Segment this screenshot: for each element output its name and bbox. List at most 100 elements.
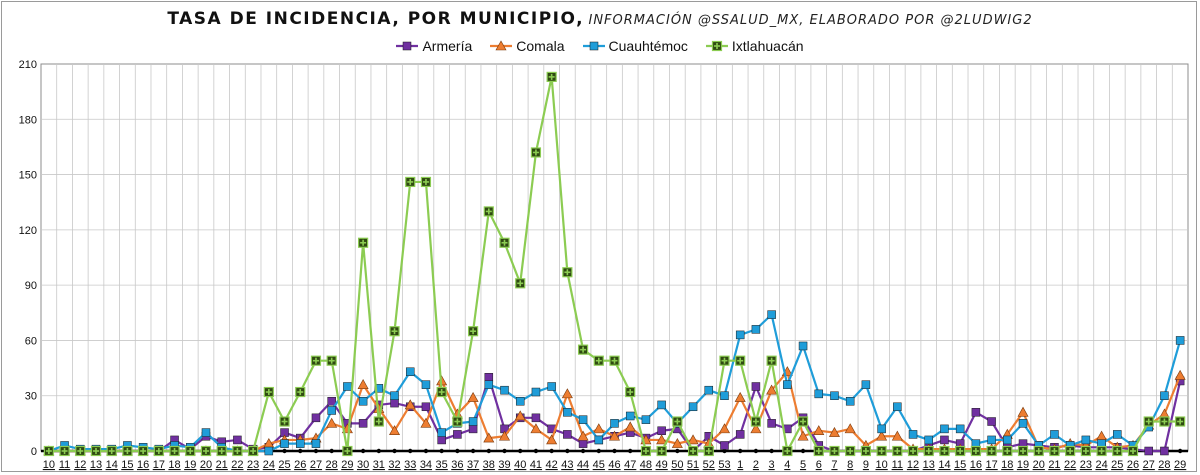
data-point-cuauhtemoc [468, 417, 478, 426]
data-point-ixtlahuacan [515, 278, 526, 289]
data-point-comala [420, 417, 432, 428]
baseline-dot [580, 448, 586, 454]
data-point-ixtlahuacan [279, 416, 290, 427]
baseline-dot [486, 448, 492, 454]
data-point-armeria [437, 435, 446, 445]
data-point-armeria [484, 373, 494, 382]
data-point-ixtlahuacan [1175, 416, 1186, 427]
data-point-armeria [578, 439, 588, 448]
x-tick-label: 4 [784, 459, 790, 471]
data-point-comala [891, 430, 903, 441]
data-point-armeria [453, 430, 462, 439]
data-point-ixtlahuacan [719, 355, 730, 366]
x-tick-label: 27 [1143, 459, 1155, 471]
legend-label: Ixtlahuacán [731, 38, 804, 54]
data-point-cuauhtemoc [830, 391, 839, 400]
data-point-comala [499, 430, 511, 441]
x-tick-label: 30 [357, 459, 369, 471]
x-tick-label: 7 [831, 459, 837, 471]
data-point-comala [876, 430, 888, 441]
data-point-comala [734, 391, 746, 402]
data-point-cuauhtemoc [1050, 430, 1059, 439]
baseline-dot [533, 448, 539, 454]
x-tick-label: 22 [231, 459, 243, 471]
y-tick-label: 120 [19, 225, 37, 237]
data-point-ixtlahuacan [59, 445, 70, 457]
data-point-armeria [531, 413, 541, 423]
data-point-comala [514, 410, 526, 421]
data-point-armeria [1160, 446, 1169, 456]
x-tick-label: 39 [498, 459, 510, 471]
data-point-ixtlahuacan [483, 206, 494, 217]
data-point-armeria [1144, 446, 1153, 456]
chart-title: TASA DE INCIDENCIA, POR MUNICIPIO, INFOR… [0, 9, 1200, 29]
legend-item-ixtlahuacan: Ixtlahuacán [705, 38, 804, 54]
data-point-comala [357, 379, 369, 389]
data-point-ixtlahuacan [1049, 445, 1060, 457]
legend-marker [495, 40, 507, 51]
data-point-cuauhtemoc [437, 428, 446, 437]
data-point-cuauhtemoc [264, 446, 274, 456]
data-point-comala [326, 417, 338, 428]
data-point-ixtlahuacan [326, 355, 337, 366]
x-tick-label: 11 [892, 459, 903, 471]
x-tick-label: 38 [483, 459, 495, 471]
data-point-ixtlahuacan [1002, 445, 1013, 457]
x-tick-label: 20 [1033, 459, 1045, 471]
data-point-ixtlahuacan [358, 237, 369, 248]
data-point-ixtlahuacan [106, 445, 117, 457]
data-point-ixtlahuacan [766, 355, 777, 366]
data-point-cuauhtemoc [845, 396, 855, 406]
data-point-cuauhtemoc [940, 424, 949, 434]
data-point-ixtlahuacan [467, 326, 479, 337]
chart-title-main: TASA DE INCIDENCIA, POR MUNICIPIO, [167, 9, 585, 29]
data-point-ixtlahuacan [138, 445, 149, 457]
x-tick-label: 9 [863, 459, 869, 471]
baseline-dot [376, 448, 382, 454]
legend-item-armeria: Armería [396, 38, 472, 54]
data-point-cuauhtemoc [641, 415, 651, 424]
data-point-cuauhtemoc [798, 341, 808, 351]
data-point-ixtlahuacan [43, 445, 54, 457]
x-tick-label: 19 [184, 459, 196, 471]
baseline-dot [1177, 448, 1183, 454]
data-point-cuauhtemoc [405, 367, 415, 377]
x-tick-label: 23 [247, 459, 259, 471]
x-tick-label: 23 [1080, 459, 1092, 471]
x-tick-label: 16 [137, 459, 149, 471]
x-tick-label: 18 [1001, 459, 1013, 471]
data-point-cuauhtemoc [814, 389, 824, 399]
data-point-ixtlahuacan [342, 445, 353, 457]
data-point-cuauhtemoc [1018, 419, 1028, 428]
data-point-ixtlahuacan [216, 445, 227, 457]
baseline-dot [439, 448, 444, 454]
legend-marker [711, 40, 723, 52]
data-point-ixtlahuacan [1017, 445, 1029, 457]
x-tick-label: 25 [278, 459, 290, 471]
data-point-ixtlahuacan [373, 416, 384, 427]
x-tick-label: 24 [1095, 459, 1107, 471]
data-point-cuauhtemoc [720, 391, 729, 400]
x-tick-label: 49 [656, 459, 668, 471]
data-point-cuauhtemoc [280, 439, 289, 448]
x-tick-label: 40 [514, 459, 526, 471]
baseline-dot [470, 448, 476, 454]
x-tick-label: 50 [671, 459, 683, 471]
data-point-ixtlahuacan [829, 445, 840, 457]
x-tick-label: 13 [923, 459, 935, 471]
x-tick-label: 52 [703, 459, 715, 471]
x-tick-label: 18 [168, 459, 180, 471]
data-point-cuauhtemoc [735, 330, 745, 340]
data-point-armeria [720, 441, 729, 450]
x-tick-label: 37 [467, 459, 479, 471]
data-point-comala [656, 434, 668, 445]
data-point-ixtlahuacan [970, 445, 981, 457]
data-point-cuauhtemoc [783, 380, 792, 389]
data-point-ixtlahuacan [609, 355, 620, 366]
data-point-armeria [390, 398, 399, 408]
data-point-cuauhtemoc [500, 385, 509, 395]
data-point-cuauhtemoc [908, 430, 918, 439]
data-point-ixtlahuacan [593, 355, 604, 366]
x-tick-label: 47 [624, 459, 636, 471]
